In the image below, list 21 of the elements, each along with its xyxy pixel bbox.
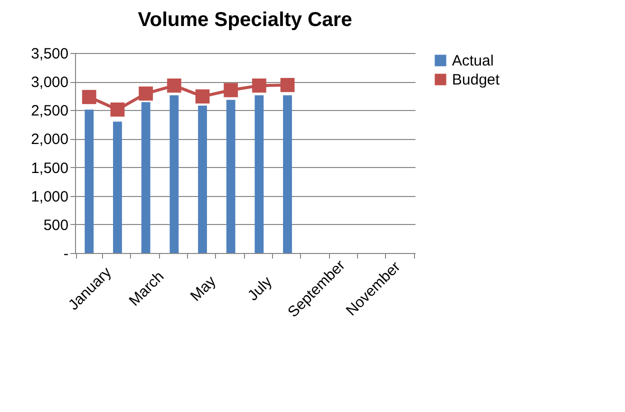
y-tick-label: 3,000 bbox=[30, 74, 68, 92]
point bbox=[138, 86, 153, 101]
y-tick-label: 1,000 bbox=[30, 188, 68, 206]
point bbox=[195, 89, 210, 104]
point bbox=[167, 78, 182, 93]
point bbox=[224, 83, 238, 98]
y-tick-label: 3,500 bbox=[30, 46, 68, 62]
point bbox=[82, 90, 96, 104]
y-tick-label: - bbox=[64, 246, 68, 262]
point bbox=[252, 78, 266, 93]
x-tick-label: May bbox=[187, 272, 220, 305]
legend-label: Actual bbox=[452, 52, 494, 70]
point bbox=[110, 102, 125, 117]
y-tick-label: 2,500 bbox=[30, 102, 68, 120]
x-tick-label: July bbox=[244, 273, 276, 304]
chart-title: Volume Specialty Care bbox=[138, 9, 352, 31]
legend-label: Budget bbox=[452, 72, 500, 88]
y-tick-label: 500 bbox=[43, 216, 68, 234]
y-tick-label: 2,000 bbox=[30, 131, 68, 148]
y-tick-label: 1,500 bbox=[30, 160, 68, 177]
point bbox=[280, 78, 295, 92]
